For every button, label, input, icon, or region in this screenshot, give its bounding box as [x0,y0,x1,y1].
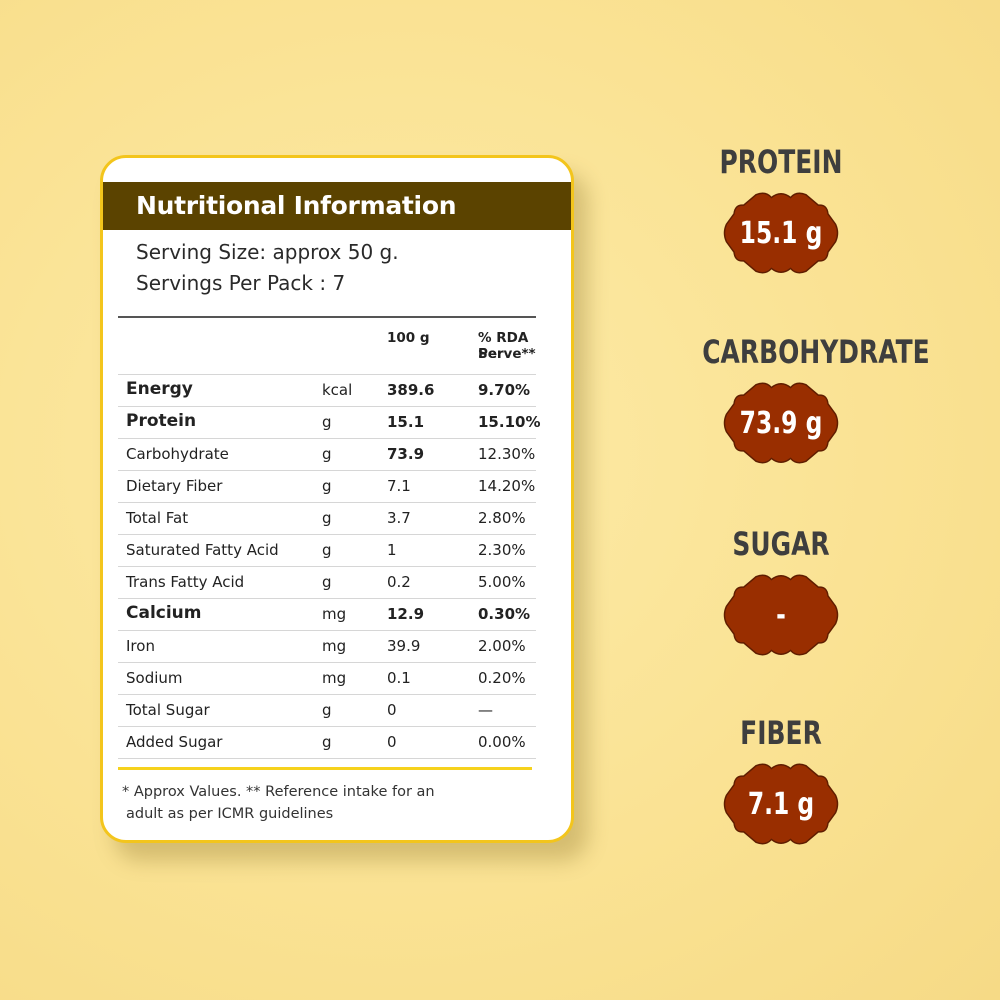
badge-shape [723,763,839,845]
table-top-rule [118,316,536,318]
nutrient-rda: 14.20% [478,477,536,495]
table-row: Iron mg 39.9 2.00% [118,631,536,663]
highlight-carbohydrate: CARBOHYDRATE 73.9 g [680,333,930,469]
nutrient-name: Trans Fatty Acid [126,573,245,591]
header-rda-line2: Serve** [478,346,536,362]
badge-shape [723,382,839,464]
nutrient-per100: 0 [387,733,397,751]
table-row: Total Sugar g 0 — [118,695,536,727]
nutrient-unit: g [322,701,332,719]
table-header: 100 g % RDA Per Serve** [118,318,536,375]
highlight-label: SUGAR [732,525,830,563]
nutrient-per100: 389.6 [387,381,435,399]
table-row: Added Sugar g 0 0.00% [118,727,536,759]
nutrient-name: Saturated Fatty Acid [126,541,279,559]
highlight-label: PROTEIN [719,143,843,181]
nutrient-per100: 39.9 [387,637,421,655]
nutrient-unit: kcal [322,381,353,399]
nutrient-unit: g [322,413,332,431]
footnote-line-1: * Approx Values. ** Reference intake for… [122,784,435,800]
nutrient-per100: 0 [387,701,397,719]
table-row: Carbohydrate g 73.9 12.30% [118,439,536,471]
nutrient-name: Sodium [126,669,183,687]
header-rda-line1: % RDA Per [478,330,529,362]
table-row: Total Fat g 3.7 2.80% [118,503,536,535]
nutrient-name: Calcium [126,603,202,623]
highlight-sugar: SUGAR - [680,525,882,661]
nutrient-name: Dietary Fiber [126,477,223,495]
header-per100: 100 g [387,330,430,346]
nutrient-per100: 0.2 [387,573,411,591]
nutrient-rda: — [478,701,493,719]
nutrient-per100: 7.1 [387,477,411,495]
nutrient-rda: 0.00% [478,733,526,751]
nutrient-unit: g [322,541,332,559]
table-row: Energy kcal 389.6 9.70% [118,375,536,407]
badge-shape [723,192,839,274]
nutrient-rda: 0.30% [478,605,531,623]
highlight-badge: - [721,569,841,661]
footnote: * Approx Values. ** Reference intake for… [122,781,435,825]
nutrient-per100: 73.9 [387,445,425,463]
table-row: Dietary Fiber g 7.1 14.20% [118,471,536,503]
nutrient-unit: g [322,573,332,591]
nutrient-rda: 15.10% [478,413,541,431]
nutrient-name: Carbohydrate [126,445,229,463]
card-title: Nutritional Information [103,182,571,230]
table-row: Calcium mg 12.9 0.30% [118,599,536,631]
highlight-value: 73.9 g [739,405,823,441]
nutrient-name: Total Sugar [126,701,210,719]
highlight-badge: 7.1 g [721,758,841,850]
nutrition-table: 100 g % RDA Per Serve** Energy kcal 389.6 9… [118,318,540,759]
highlight-badge: 15.1 g [721,187,841,279]
nutrient-rda: 9.70% [478,381,531,399]
highlight-value: - [776,597,786,633]
nutrient-unit: g [322,509,332,527]
nutrient-rda: 2.80% [478,509,526,527]
nutrient-rda: 2.30% [478,541,526,559]
table-row: Trans Fatty Acid g 0.2 5.00% [118,567,536,599]
nutrient-rda: 0.20% [478,669,526,687]
nutrient-unit: g [322,445,332,463]
highlight-label: FIBER [740,714,822,752]
footnote-line-2: adult as per ICMR guidelines [126,806,334,822]
highlight-fiber: FIBER 7.1 g [680,714,882,850]
nutrient-unit: mg [322,637,347,655]
table-row: Saturated Fatty Acid g 1 2.30% [118,535,536,567]
nutrient-name: Total Fat [126,509,189,527]
nutrient-name: Protein [126,411,197,431]
nutrient-per100: 0.1 [387,669,411,687]
highlight-value: 7.1 g [747,786,815,822]
nutrient-unit: g [322,477,332,495]
nutrient-unit: g [322,733,332,751]
nutrient-unit: mg [322,605,347,623]
nutrient-rda: 12.30% [478,445,536,463]
nutrient-per100: 15.1 [387,413,425,431]
servings-per-pack: Servings Per Pack : 7 [136,271,346,295]
highlight-badge: 73.9 g [721,377,841,469]
highlight-protein: PROTEIN 15.1 g [680,143,882,279]
badge-shape [723,574,839,656]
serving-size: Serving Size: approx 50 g. [136,240,399,264]
nutrient-rda: 2.00% [478,637,526,655]
nutrient-unit: mg [322,669,347,687]
nutrition-card: Nutritional Information Serving Size: ap… [100,155,574,843]
nutrient-per100: 1 [387,541,397,559]
highlight-value: 15.1 g [739,215,823,251]
table-row: Protein g 15.1 15.10% [118,407,540,439]
nutrient-per100: 12.9 [387,605,425,623]
nutrient-rda: 5.00% [478,573,526,591]
accent-rule [118,767,532,770]
highlight-label: CARBOHYDRATE [702,333,930,371]
nutrient-name: Energy [126,379,193,399]
nutrient-name: Added Sugar [126,733,223,751]
nutrient-per100: 3.7 [387,509,411,527]
table-row: Sodium mg 0.1 0.20% [118,663,536,695]
nutrient-name: Iron [126,637,155,655]
